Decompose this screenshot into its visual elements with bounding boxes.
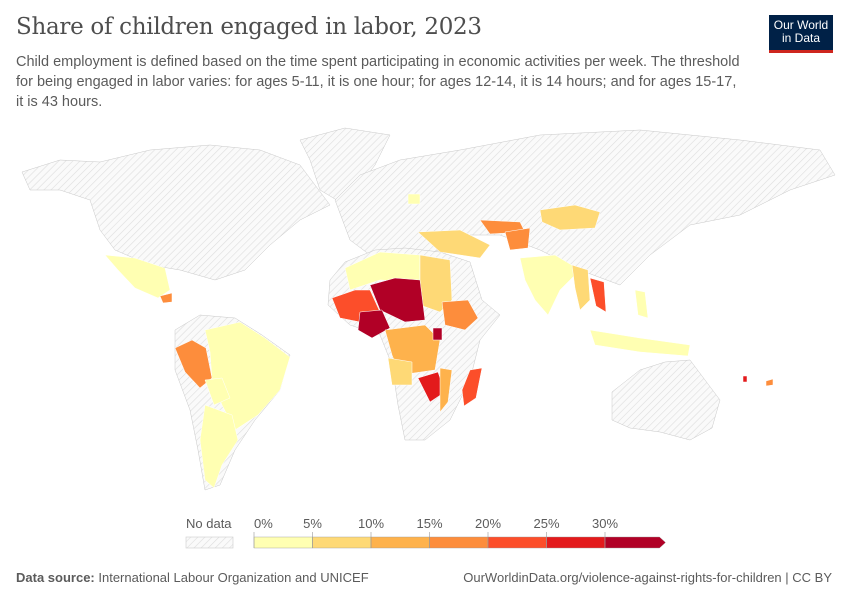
country-indonesia[interactable] xyxy=(589,329,691,357)
country-turkey-iran[interactable] xyxy=(417,229,491,259)
legend-bin-1[interactable] xyxy=(312,536,372,549)
country-nigeria[interactable] xyxy=(357,309,391,339)
color-legend: No data 0% 5% 10% 15% 20% 25% 30% xyxy=(185,516,666,549)
country-philippines[interactable] xyxy=(634,289,649,319)
url-license[interactable]: OurWorldinData.org/violence-against-righ… xyxy=(463,570,832,585)
world-map xyxy=(21,127,836,491)
country-india[interactable] xyxy=(519,254,581,316)
legend-no-data-label: No data xyxy=(186,516,232,531)
country-uganda[interactable] xyxy=(432,327,443,341)
legend-bin-6[interactable] xyxy=(604,536,666,549)
country-peru[interactable] xyxy=(174,339,213,389)
country-mongolia[interactable] xyxy=(539,204,601,231)
legend-bin-3[interactable] xyxy=(429,536,489,549)
logo-line-2: in Data xyxy=(781,31,821,45)
country-vanuatu[interactable] xyxy=(742,375,748,383)
subtitle: Child employment is defined based on the… xyxy=(16,54,740,110)
logo-line-1: Our World xyxy=(773,18,829,32)
legend-tick-label: 15% xyxy=(416,516,442,531)
legend-tick-label: 20% xyxy=(475,516,501,531)
country-mozambique[interactable] xyxy=(439,367,453,413)
country-myanmar-thailand[interactable] xyxy=(571,264,591,311)
australia-no-data[interactable] xyxy=(611,359,721,441)
country-afghanistan[interactable] xyxy=(504,227,531,251)
legend-no-data-swatch[interactable] xyxy=(185,536,234,549)
country-belarus-ukraine[interactable] xyxy=(407,193,421,205)
country-fiji[interactable] xyxy=(765,378,774,387)
country-bolivia[interactable] xyxy=(204,377,231,406)
data-source-text: International Labour Organization and UN… xyxy=(98,570,369,585)
country-mexico[interactable] xyxy=(104,254,171,299)
legend-bin-2[interactable] xyxy=(370,536,430,549)
country-angola[interactable] xyxy=(387,357,413,386)
page-title: Share of children engaged in labor, 2023 xyxy=(16,14,482,40)
data-source: Data source: International Labour Organi… xyxy=(16,570,369,585)
north-america-no-data[interactable] xyxy=(21,144,331,281)
legend-tick-label: 25% xyxy=(533,516,559,531)
legend-tick-label: 0% xyxy=(254,516,273,531)
legend-bin-4[interactable] xyxy=(487,536,547,549)
legend-tick-label: 30% xyxy=(592,516,618,531)
legend-tick-label: 5% xyxy=(303,516,322,531)
country-brazil[interactable] xyxy=(204,321,291,431)
legend-bin-5[interactable] xyxy=(546,536,606,549)
legend-bin-0[interactable] xyxy=(253,536,313,549)
owid-logo[interactable]: Our World in Data xyxy=(769,15,833,53)
country-argentina-chile[interactable] xyxy=(199,404,239,489)
country-central-america[interactable] xyxy=(159,292,173,304)
country-laos-vietnam[interactable] xyxy=(589,277,607,313)
country-ethiopia[interactable] xyxy=(441,299,479,331)
legend-tick-label: 10% xyxy=(358,516,384,531)
data-source-label: Data source: xyxy=(16,570,95,585)
country-madagascar[interactable] xyxy=(461,367,483,407)
